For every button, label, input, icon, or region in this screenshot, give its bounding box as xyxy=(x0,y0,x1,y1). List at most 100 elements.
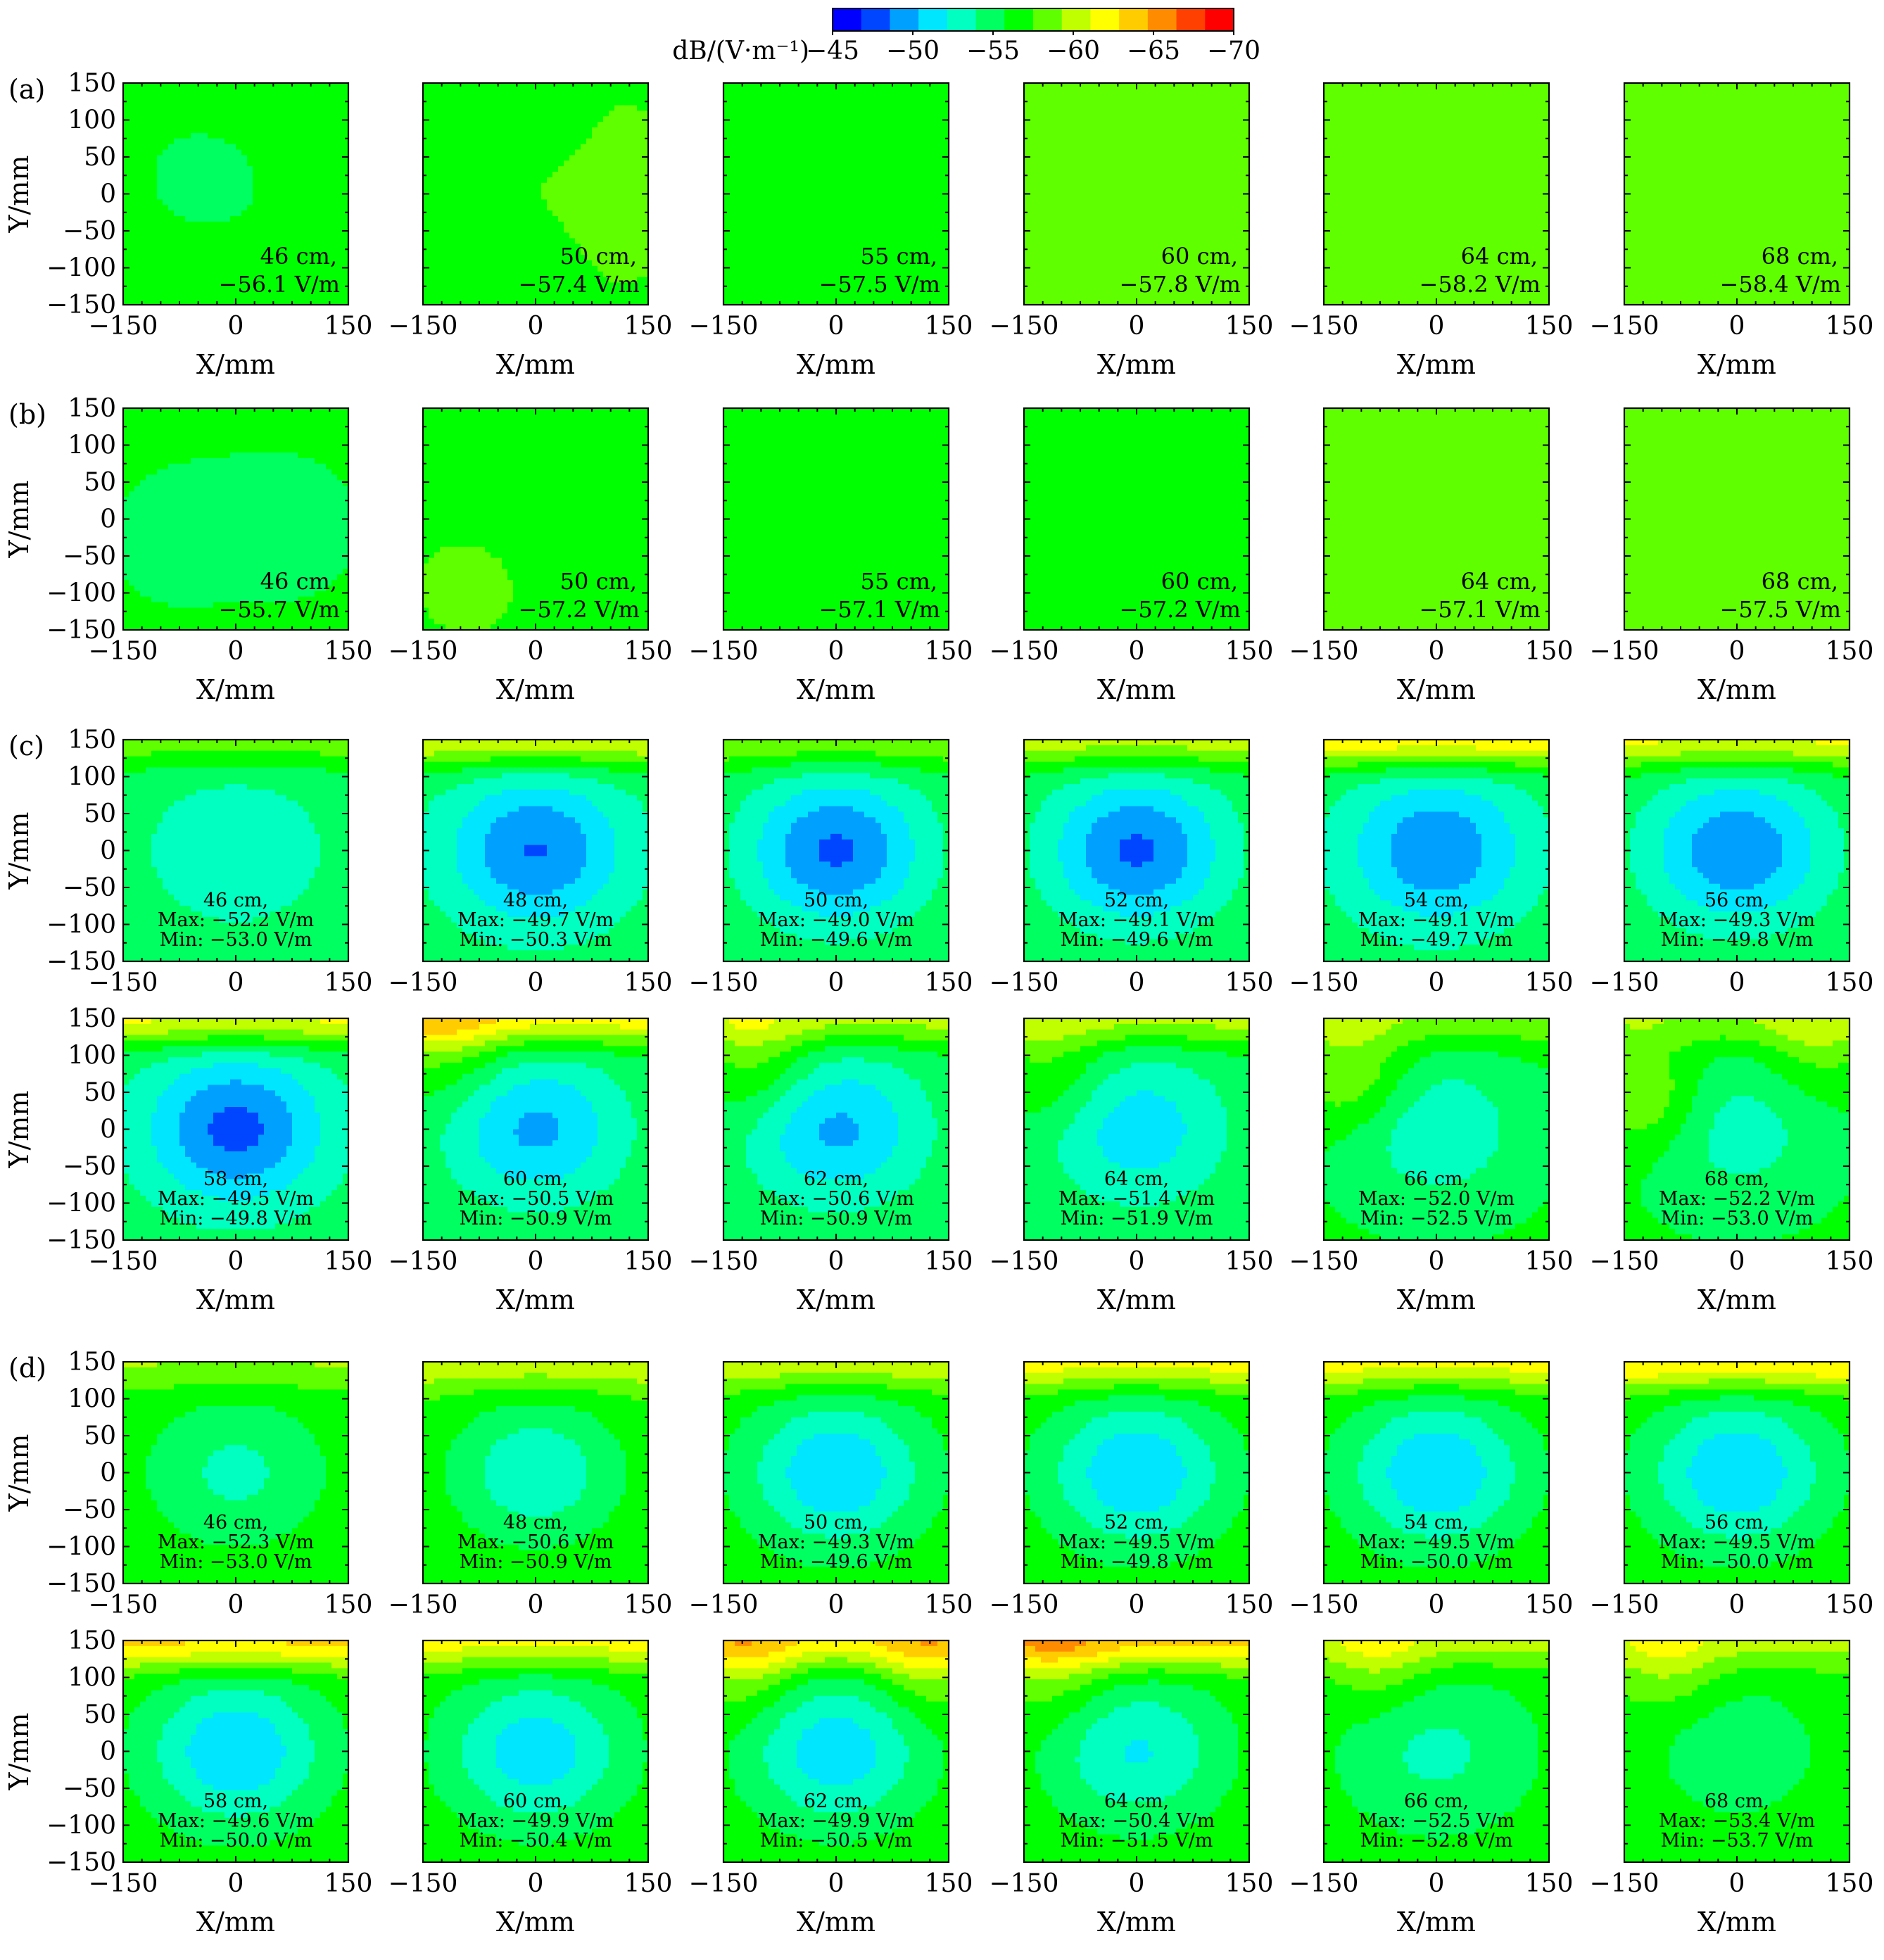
heatmap-cell xyxy=(247,132,253,139)
heatmap-cell xyxy=(264,182,270,189)
heatmap-cell xyxy=(151,238,158,244)
heatmap-cell xyxy=(123,188,129,195)
colorbar-swatch xyxy=(890,8,919,31)
heatmap-cell xyxy=(208,255,214,261)
heatmap-cell xyxy=(763,105,769,111)
heatmap-cell xyxy=(904,166,910,172)
heatmap-cell xyxy=(814,132,820,139)
heatmap-cell xyxy=(270,160,276,167)
heatmap-cell xyxy=(331,205,338,211)
heatmap-cell xyxy=(320,244,327,250)
heatmap-cell xyxy=(757,172,764,178)
heatmap-cell xyxy=(298,232,304,239)
heatmap-cell xyxy=(569,277,576,284)
heatmap-cell xyxy=(614,132,621,139)
heatmap-cell xyxy=(915,94,921,101)
heatmap-cell xyxy=(440,221,446,228)
heatmap-cell xyxy=(524,144,531,151)
heatmap-cell xyxy=(479,110,486,117)
heatmap-cell xyxy=(445,277,452,284)
heatmap-cell xyxy=(791,293,797,300)
heatmap-cell xyxy=(904,255,910,261)
heatmap-cell xyxy=(842,83,848,89)
heatmap-cell xyxy=(603,255,609,261)
heatmap-cell xyxy=(870,199,876,206)
heatmap-cell xyxy=(808,199,814,206)
heatmap-cell xyxy=(898,149,904,156)
heatmap-cell xyxy=(836,182,842,189)
heatmap-cell xyxy=(168,138,175,145)
heatmap-cell xyxy=(264,144,270,151)
heatmap-cell xyxy=(881,188,887,195)
heatmap-cell xyxy=(729,132,735,139)
heatmap-cell xyxy=(735,94,741,101)
heatmap-cell xyxy=(174,288,180,294)
heatmap-cell xyxy=(814,199,820,206)
heatmap-cell xyxy=(331,210,338,217)
heatmap-cell xyxy=(191,122,197,128)
heatmap-cell xyxy=(723,127,730,134)
heatmap-cell xyxy=(892,282,899,289)
heatmap-cell xyxy=(524,282,531,289)
heatmap-cell xyxy=(802,238,809,244)
heatmap-cell xyxy=(236,122,242,128)
heatmap-cell xyxy=(614,94,621,101)
heatmap-cell xyxy=(491,221,497,228)
heatmap-cell xyxy=(298,138,304,145)
heatmap-cell xyxy=(791,99,797,106)
heatmap-cell xyxy=(552,205,559,211)
heatmap-cell xyxy=(134,277,141,284)
heatmap-cell xyxy=(547,88,553,95)
heatmap-cell xyxy=(592,88,598,95)
heatmap-cell xyxy=(485,221,491,228)
heatmap-cell xyxy=(286,277,293,284)
heatmap-cell xyxy=(423,210,429,217)
heatmap-cell xyxy=(174,293,180,300)
heatmap-cell xyxy=(769,205,775,211)
heatmap-cell xyxy=(208,238,214,244)
heatmap-cell xyxy=(202,116,208,122)
heatmap-cell xyxy=(519,244,525,250)
heatmap-cell xyxy=(479,155,486,161)
heatmap-cell xyxy=(581,149,587,156)
heatmap-cell xyxy=(423,116,429,122)
heatmap-cell xyxy=(586,260,593,267)
heatmap-cell xyxy=(292,260,298,267)
heatmap-cell xyxy=(864,232,871,239)
heatmap-cell xyxy=(836,260,842,267)
heatmap-cell xyxy=(326,177,332,184)
heatmap-cell xyxy=(474,99,480,106)
heatmap-cell xyxy=(808,194,814,200)
heatmap-cell xyxy=(825,138,831,145)
heatmap-cell xyxy=(769,210,775,217)
heatmap-cell xyxy=(808,188,814,195)
heatmap-cell xyxy=(723,99,730,106)
heatmap-cell xyxy=(134,210,141,217)
heatmap-cell xyxy=(146,88,152,95)
heatmap-cell xyxy=(202,132,208,139)
heatmap-cell xyxy=(502,155,508,161)
heatmap-cell xyxy=(643,238,648,244)
heatmap-cell xyxy=(309,110,315,117)
heatmap-cell xyxy=(157,172,163,178)
heatmap-cell xyxy=(814,144,820,151)
heatmap-cell xyxy=(462,155,469,161)
heatmap-cell xyxy=(468,99,474,106)
heatmap-cell xyxy=(735,255,741,261)
heatmap-cell xyxy=(337,194,343,200)
heatmap-cell xyxy=(468,260,474,267)
heatmap-cell xyxy=(219,132,225,139)
heatmap-cell xyxy=(219,227,225,234)
heatmap-cell xyxy=(937,182,944,189)
heatmap-cell xyxy=(292,244,298,250)
heatmap-cell xyxy=(774,244,780,250)
heatmap-cell xyxy=(163,172,169,178)
heatmap-cell xyxy=(836,232,842,239)
heatmap-cell xyxy=(270,205,276,211)
heatmap-cell xyxy=(185,105,191,111)
heatmap-cell xyxy=(825,265,831,272)
heatmap-cell xyxy=(457,182,463,189)
heatmap-cell xyxy=(802,232,809,239)
heatmap-cell xyxy=(558,210,564,217)
heatmap-cell xyxy=(230,99,236,106)
